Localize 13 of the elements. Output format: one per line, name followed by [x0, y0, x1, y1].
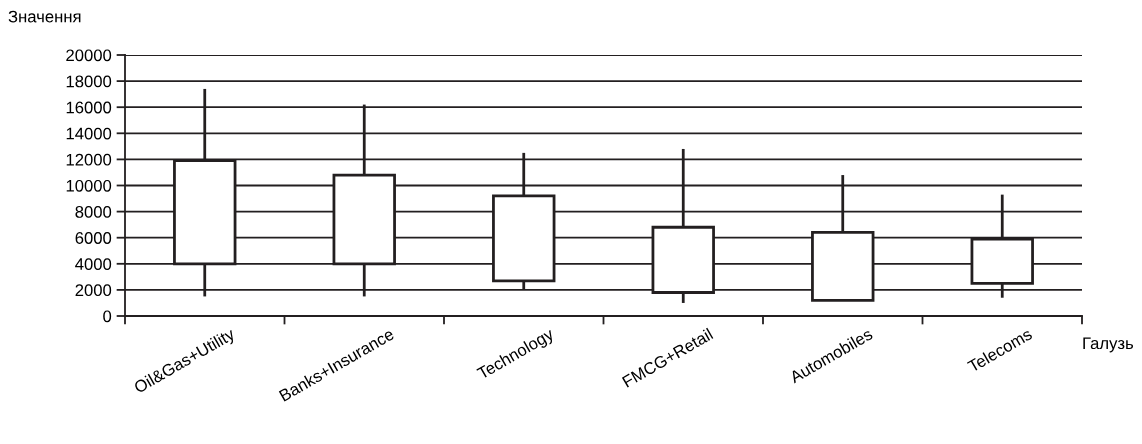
y-tick-label: 0: [103, 310, 112, 323]
y-tick-label: 6000: [75, 232, 112, 244]
y-tick-label: 16000: [66, 101, 112, 114]
y-tick-label: 12000: [66, 153, 112, 166]
x-axis-title: Галузь: [1083, 337, 1134, 353]
y-tick-label: 18000: [66, 75, 112, 88]
y-tick-label: 20000: [66, 49, 112, 62]
y-tick-label: 2000: [75, 284, 112, 297]
y-tick-label: 10000: [66, 179, 112, 192]
y-tick-label: 4000: [75, 258, 112, 270]
y-tick-label: 8000: [75, 206, 112, 218]
y-tick-label: 14000: [66, 127, 112, 140]
y-axis-title: Значення: [8, 10, 81, 23]
